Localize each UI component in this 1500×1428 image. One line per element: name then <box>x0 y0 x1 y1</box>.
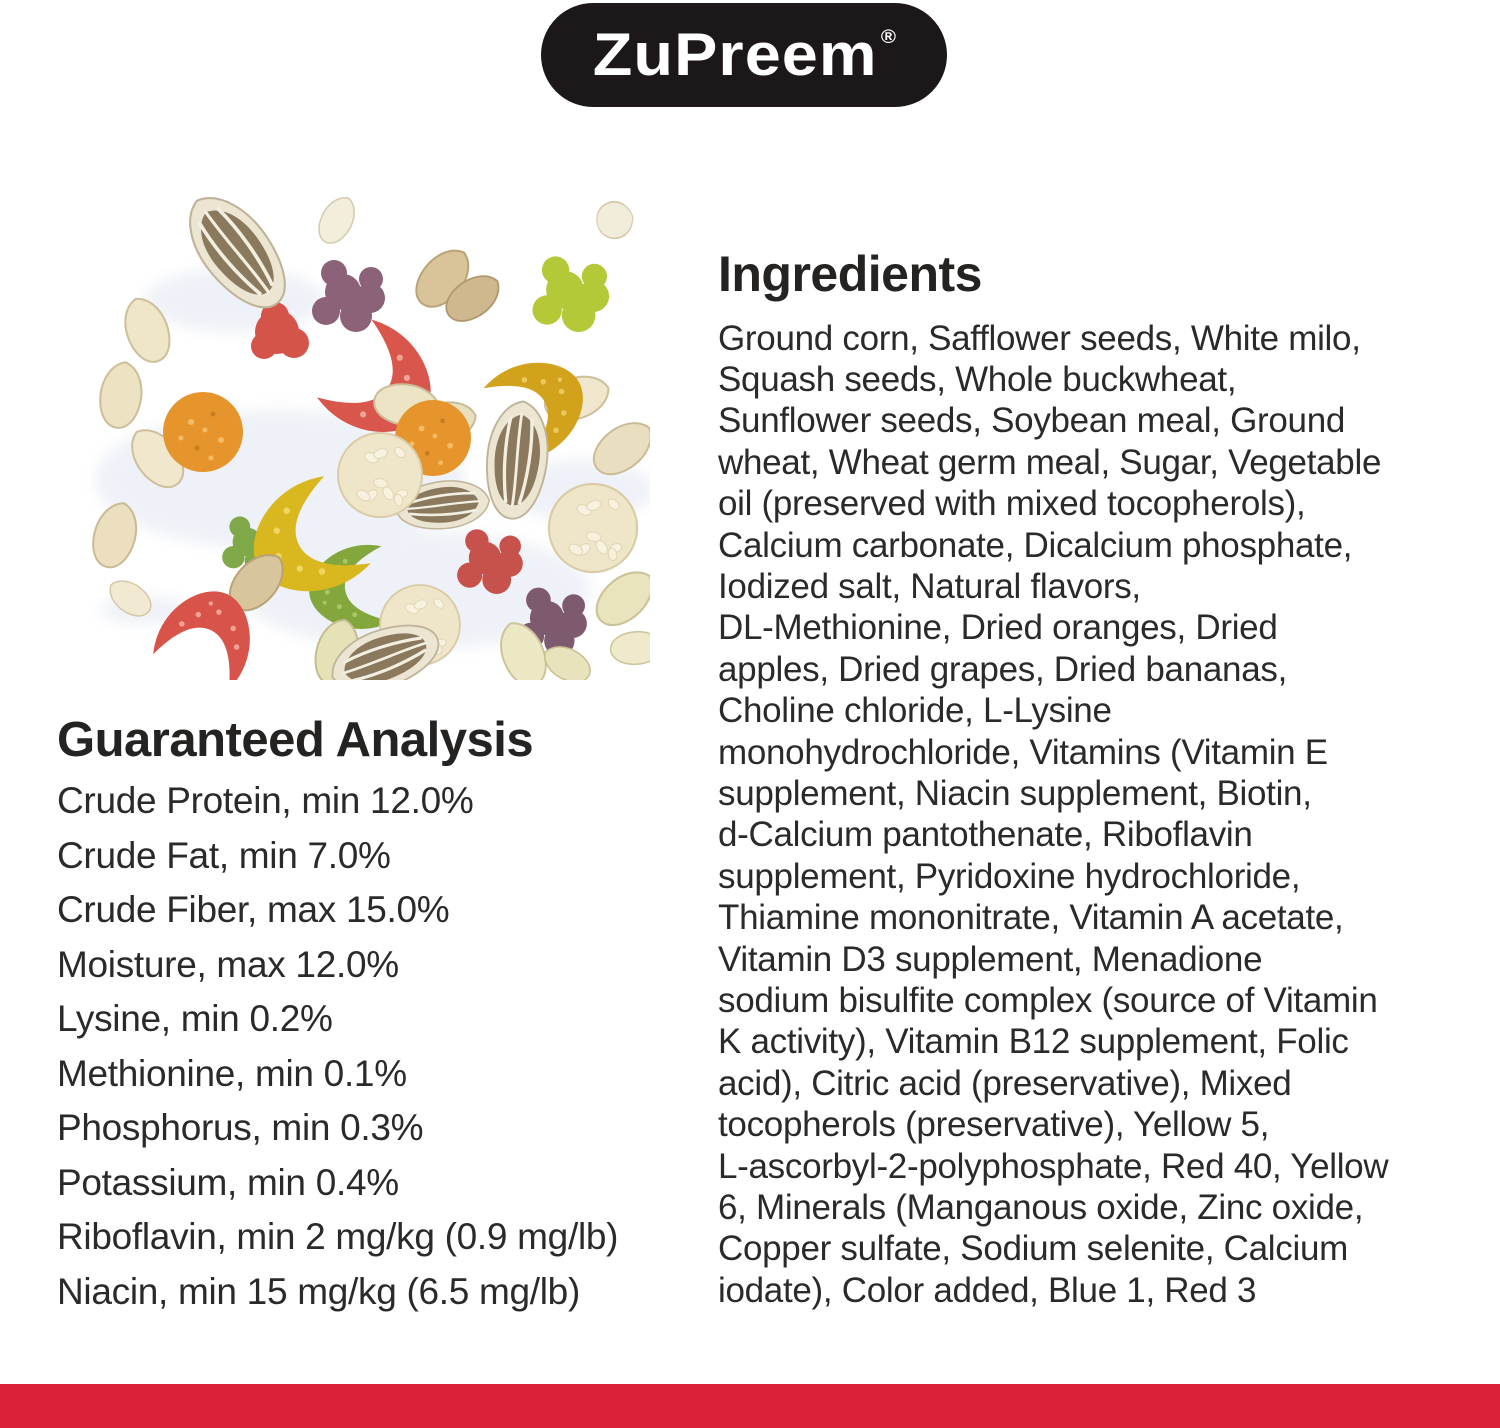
zupreem-logo-lockup: ZuPreem ® <box>592 3 895 107</box>
analysis-item: Methionine, min 0.1% <box>57 1052 407 1094</box>
ingredients-section: Ingredients Ground corn, Safflower seeds… <box>718 246 1490 1311</box>
analysis-item: Crude Fiber, max 15.0% <box>57 889 450 931</box>
footer-accent-bar <box>0 1384 1500 1428</box>
analysis-item: Crude Protein, min 12.0% <box>57 780 474 822</box>
analysis-item: Potassium, min 0.4% <box>57 1161 399 1203</box>
seed-pile <box>85 190 650 680</box>
product-photo <box>85 190 650 680</box>
analysis-item: Riboflavin, min 2 mg/kg (0.9 mg/lb) <box>57 1216 619 1258</box>
guaranteed-analysis-list: Crude Protein, min 12.0% Crude Fat, min … <box>57 774 697 1319</box>
analysis-item: Crude Fat, min 7.0% <box>57 834 391 876</box>
registered-trademark-icon: ® <box>880 27 896 48</box>
analysis-item: Moisture, max 12.0% <box>57 943 399 985</box>
brand-name: ZuPreem <box>592 21 878 88</box>
analysis-item: Niacin, min 15 mg/kg (6.5 mg/lb) <box>57 1270 580 1312</box>
zupreem-logo: ZuPreem ® <box>541 3 947 107</box>
guaranteed-analysis-heading: Guaranteed Analysis <box>57 713 534 767</box>
ingredients-text: Ground corn, Safflower seeds, White milo… <box>718 318 1389 1310</box>
analysis-item: Lysine, min 0.2% <box>57 998 333 1040</box>
analysis-item: Phosphorus, min 0.3% <box>57 1107 424 1149</box>
guaranteed-analysis-section: Guaranteed Analysis Crude Protein, min 1… <box>57 712 697 1319</box>
ingredients-heading: Ingredients <box>718 246 982 302</box>
